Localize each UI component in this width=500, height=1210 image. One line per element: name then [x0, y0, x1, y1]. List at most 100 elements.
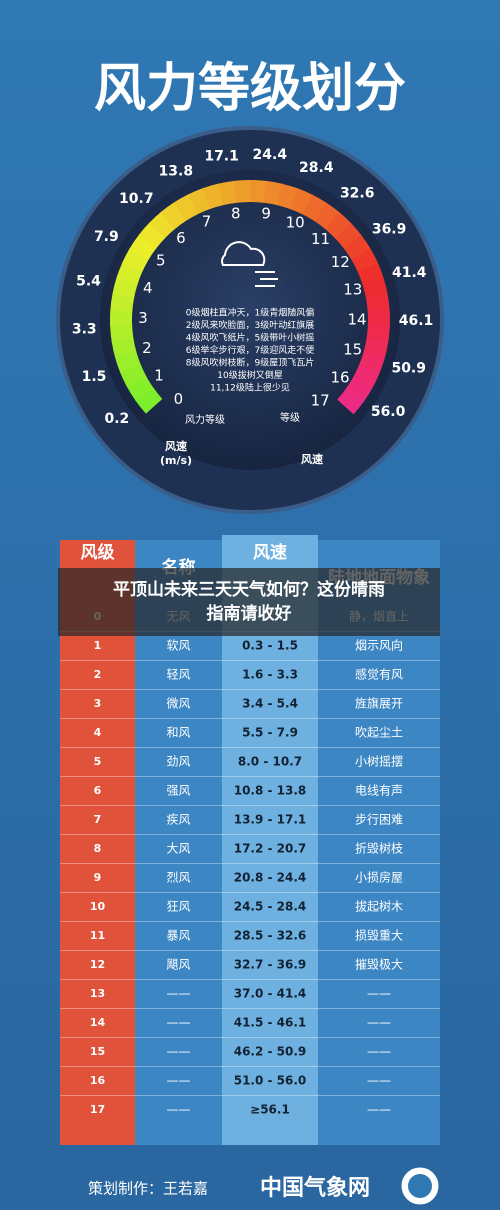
- cell: 吹起尘土: [355, 726, 403, 740]
- cell: ≥56.1: [250, 1103, 290, 1117]
- speed-label: 50.9: [391, 361, 426, 377]
- cell: 46.2 - 50.9: [234, 1045, 307, 1059]
- ring-segment: [110, 324, 134, 342]
- ring-segment: [353, 364, 380, 389]
- ring-segment: [126, 376, 154, 402]
- cell: 狂风: [166, 900, 190, 914]
- cell: 烟示风向: [355, 638, 403, 653]
- cell: 20.8 - 24.4: [234, 871, 307, 885]
- cell: 软风: [166, 639, 190, 653]
- level-label: 16: [330, 368, 349, 386]
- cell: 16: [90, 1074, 106, 1087]
- cell: 拔起树木: [355, 899, 403, 914]
- cell: 轻风: [166, 668, 190, 682]
- brand: 中国气象网: [260, 1175, 370, 1201]
- cell: 17.2 - 20.7: [234, 842, 307, 856]
- cell: 28.5 - 32.6: [234, 929, 307, 943]
- speed-label: 28.4: [299, 160, 334, 176]
- level-label: 2: [142, 339, 152, 357]
- cell: 电线有声: [355, 784, 403, 798]
- title: 风力等级划分: [94, 59, 406, 119]
- cell: 7: [94, 813, 102, 826]
- ring-segment: [335, 223, 362, 250]
- speed-label: 1.5: [82, 369, 107, 385]
- level-label: 11: [311, 230, 330, 248]
- cell: ——: [367, 1045, 391, 1059]
- cell: 11: [90, 929, 105, 942]
- level-label: 7: [202, 213, 212, 231]
- cell: 12: [90, 958, 105, 971]
- caption-box: [58, 568, 440, 636]
- cell: 1: [94, 639, 102, 652]
- cell: 疾风: [166, 812, 190, 827]
- cell: 8: [94, 842, 102, 855]
- column: [222, 535, 318, 1145]
- center-line: 4级风吹飞纸片，5级带叶小树摇: [186, 332, 314, 344]
- cell: 6: [94, 784, 102, 797]
- level-label: 3: [138, 309, 148, 327]
- ring-segment: [218, 180, 238, 206]
- center-line: 10级拔树又倒屋: [217, 369, 282, 381]
- cell: 3: [94, 697, 102, 710]
- cell: 10: [90, 900, 106, 913]
- speed-label: 13.8: [159, 163, 194, 179]
- ring-segment: [114, 351, 141, 373]
- ring-segment: [358, 351, 385, 374]
- cell: 15: [90, 1045, 105, 1058]
- ring-segment: [362, 278, 388, 299]
- ring-segment: [263, 180, 283, 206]
- level-label: 4: [143, 279, 153, 297]
- caption-line: 指南请收好: [207, 603, 292, 624]
- speed-label: 36.9: [372, 221, 407, 237]
- speed-label: 7.9: [94, 229, 119, 245]
- cell: 24.5 - 28.4: [234, 900, 307, 914]
- ring-segment: [325, 212, 352, 239]
- center-line: 0级烟柱直冲天，1级青烟随风偏: [186, 307, 314, 319]
- level-label: 9: [261, 205, 271, 223]
- cell: 32.7 - 36.9: [234, 958, 307, 972]
- center-line: 6级举伞步行艰，7级迎风走不便: [186, 344, 314, 356]
- column: [60, 540, 135, 1145]
- cell: 感觉有风: [355, 667, 403, 682]
- level-label: 13: [343, 281, 362, 299]
- speed-label: 10.7: [119, 191, 154, 207]
- caption-line: 平顶山未来三天天气如何？这份晴雨: [113, 579, 385, 600]
- ring-segment: [289, 188, 313, 215]
- ring-segment: [110, 308, 133, 326]
- ring-segment: [345, 376, 373, 402]
- cell: 41.5 - 46.1: [234, 1016, 307, 1030]
- gauge: 0.2 1.5 3.3 5.4 7.9 10.7 13.8 17.1 24.4 28.4 32.6 3…: [72, 147, 433, 467]
- cell: 劲风: [166, 755, 190, 769]
- cloud-icon: [221, 241, 266, 266]
- credit: 策划制作：王若嘉: [88, 1180, 208, 1198]
- cell: 步行困难: [355, 813, 403, 827]
- level-label: 10: [286, 213, 305, 231]
- cell: 37.0 - 41.4: [234, 987, 307, 1001]
- gauge-label: 等级: [280, 411, 300, 424]
- ring-segment: [116, 262, 143, 285]
- ring-segment: [233, 179, 251, 203]
- cell: ——: [367, 1074, 391, 1088]
- gauge-label: 风速: [165, 439, 187, 453]
- ring-segment: [302, 194, 327, 222]
- speed-label: 5.4: [76, 274, 101, 290]
- center-line: 8级风吹树枝断，9级屋顶飞瓦片: [186, 357, 314, 369]
- speed-label: 32.6: [340, 185, 375, 201]
- speed-label: 17.1: [204, 148, 239, 164]
- ring-segment: [357, 263, 384, 286]
- level-label: 12: [331, 253, 350, 271]
- cell: ——: [167, 1016, 191, 1030]
- ring-segment: [110, 292, 135, 312]
- gauge-label: 风力等级: [185, 413, 225, 426]
- ring-segment: [250, 180, 267, 203]
- cell: 和风: [166, 726, 190, 740]
- speed-label: 0.2: [104, 411, 129, 427]
- cell: 3.4 - 5.4: [242, 697, 298, 711]
- cell: 10.8 - 13.8: [234, 784, 307, 798]
- level-label: 6: [176, 229, 186, 247]
- ring-segment: [111, 337, 137, 358]
- gauge-label: 风速: [301, 452, 323, 466]
- center-line: 2级风来吹脸面，3级叶动红旗展: [186, 319, 314, 331]
- cell: 小损房屋: [355, 870, 403, 885]
